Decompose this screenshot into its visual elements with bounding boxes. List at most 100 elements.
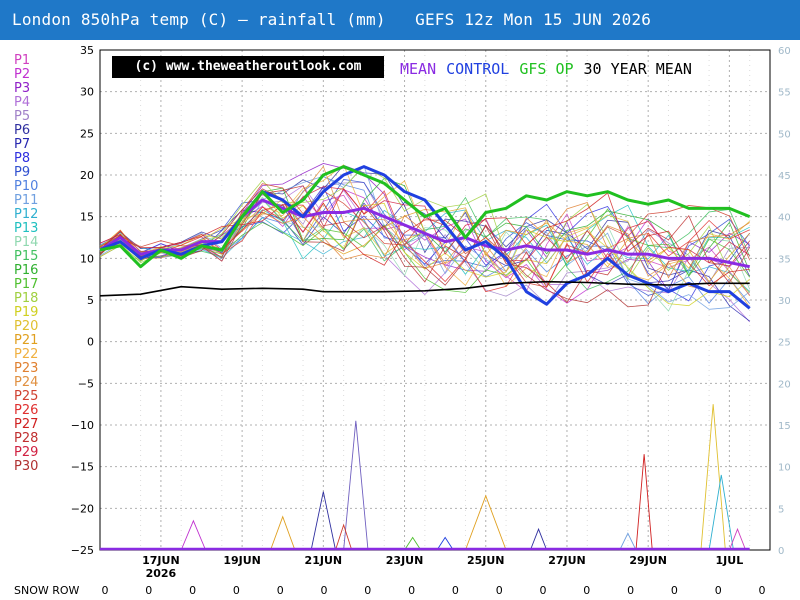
right-tick-label: 25: [778, 338, 791, 349]
member-label-p26: P26: [14, 403, 39, 418]
rain-spike: [270, 515, 296, 551]
rain-spike: [335, 523, 353, 551]
member-line-p17: [99, 208, 751, 293]
snow-row-label: SNOW ROW: [14, 584, 80, 597]
right-tick-label: 45: [778, 171, 791, 182]
member-label-p29: P29: [14, 445, 39, 460]
snow-row-value: 0: [232, 584, 240, 597]
left-tick-label: −15: [71, 461, 94, 474]
member-label-p19: P19: [14, 305, 39, 320]
left-tick-label: 5: [87, 294, 94, 307]
rain-spike: [530, 527, 548, 551]
x-tick-sublabel: 2026: [146, 567, 177, 580]
right-tick-label: 40: [778, 213, 791, 224]
member-line-p27: [99, 192, 750, 287]
rain-spike: [700, 404, 726, 551]
member-label-p30: P30: [14, 459, 39, 474]
member-label-p13: P13: [14, 221, 39, 236]
x-tick-label: 19JUN: [223, 554, 261, 567]
rain-spike: [465, 494, 507, 551]
member-line-p29: [99, 186, 750, 264]
snow-row-value: 0: [627, 584, 635, 597]
snow-row-value: 0: [495, 584, 503, 597]
member-label-p18: P18: [14, 291, 39, 306]
rain-spike: [635, 454, 653, 551]
series-line-30-year-mean: [99, 280, 750, 297]
series-line-control: [99, 165, 751, 310]
member-line-p11: [99, 164, 750, 310]
left-tick-label: −25: [71, 544, 94, 557]
x-tick-label: 21JUN: [305, 554, 343, 567]
snow-row-value: 0: [364, 584, 372, 597]
series-line-gfs-op: [99, 165, 751, 269]
copyright-label: (c) www.theweatheroutlook.com: [112, 56, 384, 78]
member-label-p1: P1: [14, 53, 31, 68]
x-tick-label: 25JUN: [467, 554, 505, 567]
right-tick-label: 30: [778, 296, 791, 307]
right-tick-label: 50: [778, 129, 791, 140]
left-tick-label: 35: [80, 44, 94, 57]
legend-30-year-mean: 30 YEAR MEAN: [583, 60, 692, 78]
member-label-p3: P3: [14, 81, 31, 96]
member-label-p5: P5: [14, 109, 31, 124]
member-label-p28: P28: [14, 431, 39, 446]
member-label-p22: P22: [14, 347, 39, 362]
left-tick-label: −5: [78, 377, 94, 390]
member-label-p9: P9: [14, 165, 31, 180]
right-tick-label: 0: [778, 546, 784, 557]
rain-spike: [708, 474, 734, 551]
right-tick-label: 15: [778, 421, 791, 432]
member-label-p16: P16: [14, 263, 39, 278]
member-label-p6: P6: [14, 123, 31, 138]
right-tick-label: 60: [778, 46, 791, 57]
right-tick-label: 5: [778, 504, 784, 515]
member-label-p20: P20: [14, 319, 39, 334]
series-line-mean: [99, 198, 750, 269]
x-tick-label: 27JUN: [548, 554, 586, 567]
rain-spike: [728, 527, 747, 551]
member-label-p15: P15: [14, 249, 39, 264]
member-label-p17: P17: [14, 277, 39, 292]
member-label-p11: P11: [14, 193, 39, 208]
member-label-p25: P25: [14, 389, 39, 404]
left-tick-label: 30: [80, 86, 94, 99]
member-list: P1 P2 P3 P4 P5 P6 P7 P8 P9 P10 P11 P12 P13 P14 P15 P16 P…: [14, 54, 74, 474]
snow-row-value: 0: [583, 584, 591, 597]
legend-mean: MEAN: [400, 60, 437, 78]
snow-row-value: 0: [320, 584, 328, 597]
snow-row-value: 0: [101, 584, 109, 597]
right-tick-label: 20: [778, 379, 791, 390]
title-bar: London 850hPa temp (C) — rainfall (mm) G…: [0, 0, 800, 40]
member-label-p2: P2: [14, 67, 31, 82]
right-tick-label: 35: [778, 254, 791, 265]
rain-spike: [343, 420, 369, 551]
member-label-p12: P12: [14, 207, 39, 222]
x-tick-label: 17JUN: [142, 554, 180, 567]
x-tick-label: 23JUN: [386, 554, 424, 567]
left-tick-label: 10: [80, 252, 94, 265]
member-label-p21: P21: [14, 333, 39, 348]
right-tick-label: 10: [778, 463, 791, 474]
legend: MEAN CONTROL GFS OP 30 YEAR MEAN: [400, 60, 702, 78]
legend-control: CONTROL: [446, 60, 510, 78]
member-label-p7: P7: [14, 137, 31, 152]
member-line-p28: [99, 185, 751, 304]
member-label-p24: P24: [14, 375, 39, 390]
snow-row-value: 0: [539, 584, 547, 597]
left-tick-label: −10: [71, 419, 94, 432]
legend-gfs-op: GFS OP: [519, 60, 574, 78]
snow-row-value: 0: [189, 584, 197, 597]
snow-row-value: 0: [758, 584, 766, 597]
member-label-p27: P27: [14, 417, 39, 432]
left-tick-label: 0: [87, 336, 94, 349]
snow-row-value: 0: [714, 584, 722, 597]
snow-row-value: 0: [408, 584, 416, 597]
snow-row-value: 0: [145, 584, 153, 597]
left-tick-label: −20: [71, 502, 94, 515]
rain-spike: [404, 536, 422, 551]
member-label-p8: P8: [14, 151, 31, 166]
right-tick-label: 55: [778, 88, 791, 99]
chart-title: London 850hPa temp (C) — rainfall (mm) G…: [12, 10, 652, 29]
rain-spike: [180, 519, 206, 551]
